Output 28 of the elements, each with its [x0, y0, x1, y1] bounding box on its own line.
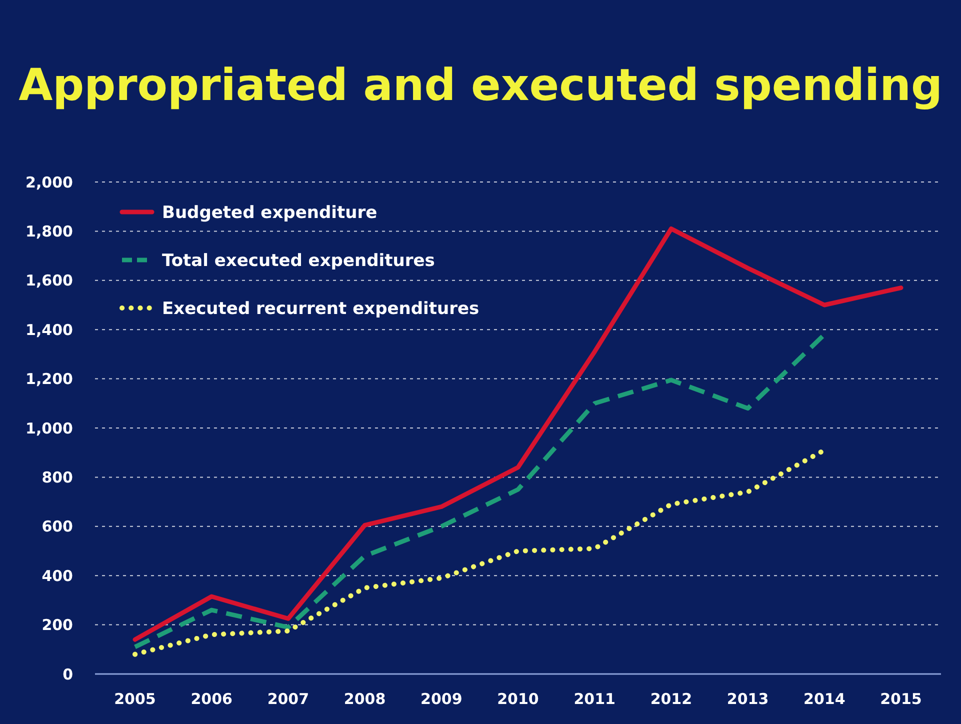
y-tick-label: 1,000: [26, 419, 73, 438]
x-tick-label: 2007: [267, 690, 310, 708]
x-tick-label: 2010: [497, 690, 539, 708]
y-tick-label: 800: [42, 468, 73, 486]
line-series: [132, 332, 827, 650]
x-tick-label: 2015: [880, 690, 922, 708]
y-tick-label: 1,400: [26, 320, 73, 339]
y-tick-label: 0: [62, 665, 73, 684]
x-tick-label: 2005: [114, 690, 156, 708]
chart-title: Appropriated and executed spending: [18, 60, 942, 111]
legend-label: Executed recurrent expenditures: [162, 298, 480, 319]
x-tick-label: 2012: [650, 690, 692, 708]
y-tick-label: 200: [42, 616, 73, 634]
x-tick-label: 2008: [344, 690, 386, 708]
line-series: [132, 226, 904, 642]
x-tick-label: 2013: [726, 690, 769, 708]
x-tick-label: 2014: [804, 690, 846, 708]
x-tick-label: 2011: [574, 690, 616, 708]
x-tick-label: 2006: [190, 690, 232, 708]
y-tick-label: 1,800: [26, 222, 73, 240]
legend-label: Budgeted expenditure: [162, 202, 378, 223]
y-tick-label: 2,000: [26, 173, 73, 192]
y-tick-label: 400: [42, 566, 73, 585]
y-tick-label: 1,200: [26, 370, 73, 388]
x-tick-label: 2009: [420, 690, 462, 708]
y-tick-label: 600: [42, 518, 73, 536]
y-tick-label: 1,600: [26, 272, 73, 290]
legend-label: Total executed expenditures: [162, 250, 435, 271]
